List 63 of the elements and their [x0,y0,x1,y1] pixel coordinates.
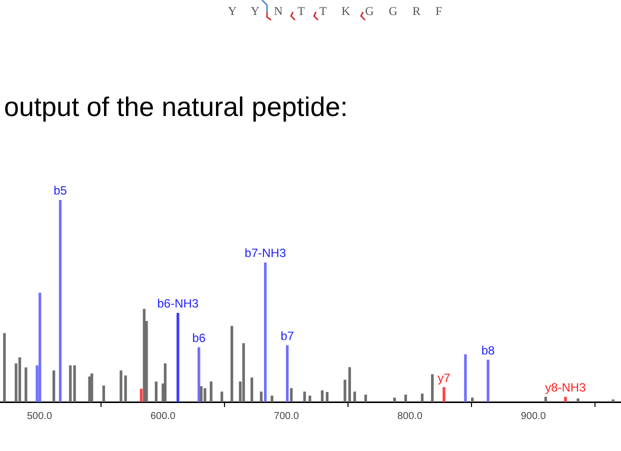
bar [348,367,351,402]
bar [204,388,206,402]
bar [24,367,28,402]
bar [344,380,346,402]
annotation: y7 [438,370,451,385]
bar [303,392,306,402]
bar [154,382,158,402]
bar [3,333,6,402]
bar [230,326,234,402]
bar [88,376,91,402]
bar [564,396,567,402]
annotation: y8-NH3 [545,380,586,394]
bar [198,347,200,402]
bar [353,392,356,402]
bar [544,396,548,402]
x-tick-label: 700.0 [274,410,300,422]
x-tick-label: 800.0 [397,410,423,422]
bar [320,390,324,402]
chart-title: output of the natural peptide: [4,92,348,123]
bar [290,388,293,402]
bar [260,392,263,402]
bar [431,374,434,402]
bar [420,394,424,402]
annotation: b7-NH3 [244,246,286,260]
bar [242,343,245,402]
bar [90,373,94,402]
bar [220,392,224,402]
bar [58,200,62,402]
bar [471,398,474,402]
bar [464,354,467,402]
x-tick-label: 600.0 [150,410,176,422]
bar [18,357,22,402]
bar [176,312,180,402]
bar [264,262,267,402]
bar [393,398,396,402]
annotation: b6 [192,330,206,345]
bar [210,382,212,402]
bar [250,377,254,402]
bar [270,396,274,402]
bar [102,386,106,402]
annotation: b5 [54,184,68,198]
bar [486,360,490,402]
bar [69,365,72,402]
bar [73,365,76,402]
annotation: b8 [481,343,496,358]
bar [164,363,167,402]
bar [326,392,328,402]
bar [364,394,368,402]
bar [308,396,312,402]
bar [38,292,42,402]
bar [612,399,614,402]
annotation: b7 [280,328,294,343]
annotation: b6-NH3 [157,296,199,311]
bar [442,387,446,402]
bar [140,388,143,402]
chart-subtitle: Y Y N T T K G G R F [228,4,442,19]
x-tick-label: 500.0 [26,410,52,422]
bar [286,345,289,402]
bar [404,394,408,402]
bar [200,386,203,402]
bar [576,398,580,402]
x-tick-label: 900.0 [520,410,546,422]
bar [52,370,56,402]
